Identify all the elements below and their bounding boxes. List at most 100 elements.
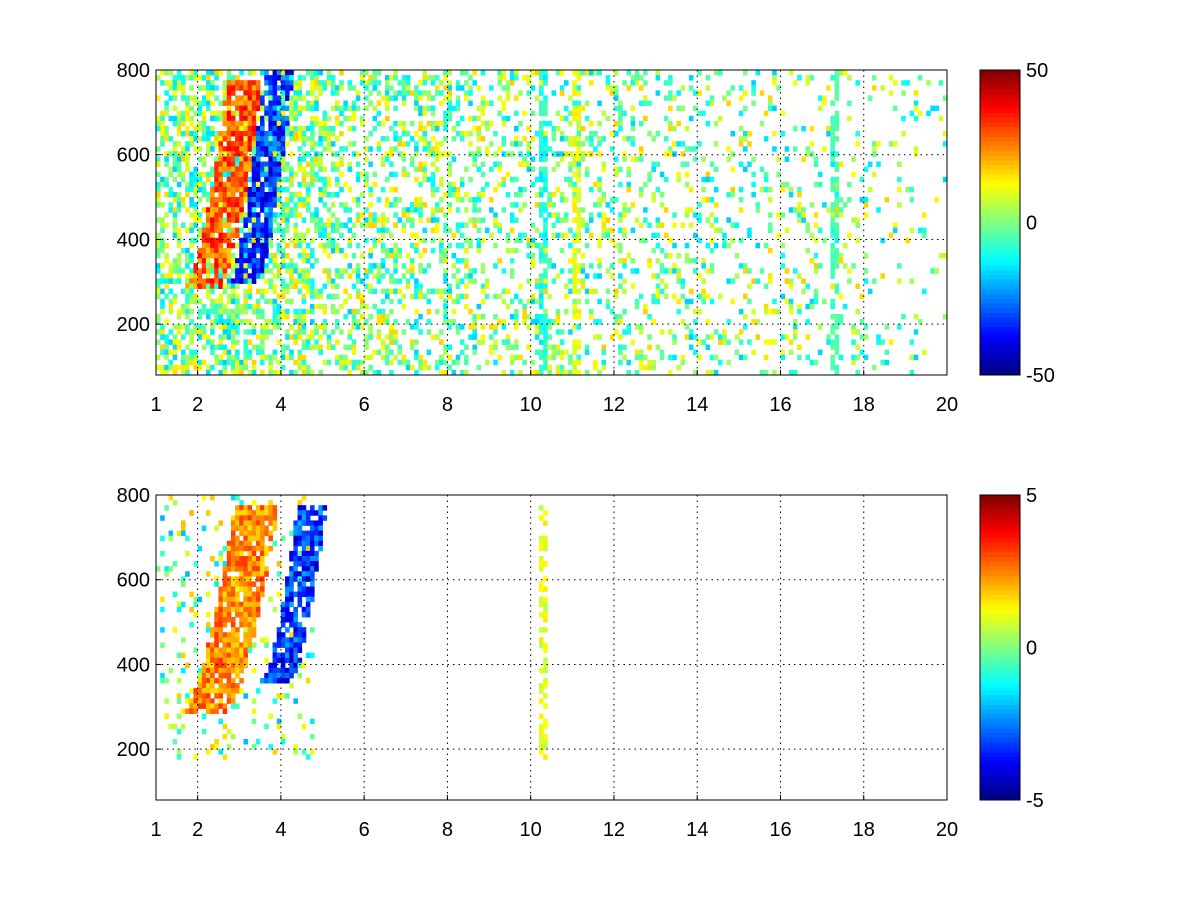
heatmap-cell bbox=[330, 227, 336, 234]
heatmap-cell bbox=[164, 344, 169, 350]
heatmap-cell bbox=[335, 293, 340, 300]
heatmap-cell bbox=[255, 596, 261, 603]
heatmap-cell bbox=[160, 70, 165, 76]
heatmap-cell bbox=[680, 161, 686, 167]
heatmap-cell bbox=[156, 263, 161, 269]
heatmap-cell bbox=[813, 298, 819, 305]
heatmap-cell bbox=[384, 349, 390, 356]
heatmap-cell bbox=[518, 161, 523, 167]
heatmap-cell bbox=[530, 319, 536, 325]
heatmap-cell bbox=[539, 253, 544, 259]
heatmap-cell bbox=[222, 303, 228, 310]
heatmap-cell bbox=[305, 754, 311, 760]
heatmap-cell bbox=[709, 100, 715, 106]
heatmap-cell bbox=[318, 515, 323, 521]
heatmap-cell bbox=[230, 176, 236, 183]
heatmap-cell bbox=[322, 303, 328, 310]
heatmap-cell bbox=[160, 136, 165, 142]
heatmap-cell bbox=[180, 115, 186, 122]
heatmap-cell bbox=[501, 288, 507, 295]
heatmap-cell bbox=[251, 601, 257, 608]
heatmap-cell bbox=[680, 85, 686, 91]
heatmap-cell bbox=[197, 672, 203, 679]
heatmap-cell bbox=[210, 703, 215, 709]
heatmap-cell bbox=[185, 125, 190, 132]
heatmap-cell bbox=[443, 308, 448, 315]
heatmap-cell bbox=[505, 334, 511, 340]
heatmap-cell bbox=[293, 100, 298, 106]
heatmap-cell bbox=[588, 232, 594, 239]
heatmap-cell bbox=[901, 90, 906, 96]
heatmap-cell bbox=[834, 222, 840, 228]
heatmap-cell bbox=[272, 85, 278, 91]
heatmap-cell bbox=[347, 334, 353, 340]
heatmap-cell bbox=[526, 278, 532, 284]
heatmap-cell bbox=[447, 319, 452, 325]
heatmap-cell bbox=[455, 354, 461, 361]
heatmap-cell bbox=[280, 217, 286, 223]
heatmap-cell bbox=[255, 535, 261, 542]
heatmap-cell bbox=[268, 136, 273, 142]
heatmap-cell bbox=[205, 151, 211, 157]
heatmap-cell bbox=[526, 141, 532, 147]
heatmap-cell bbox=[235, 606, 240, 613]
colorbar-step bbox=[980, 255, 1020, 262]
heatmap-cell bbox=[305, 186, 311, 193]
heatmap-cell bbox=[601, 227, 607, 234]
heatmap-cell bbox=[364, 217, 369, 223]
heatmap-cell bbox=[559, 364, 565, 371]
heatmap-cell bbox=[243, 505, 248, 511]
plot-frame bbox=[155, 494, 948, 801]
heatmap-cell bbox=[226, 576, 232, 582]
heatmap-cell bbox=[289, 166, 294, 173]
heatmap-cell bbox=[268, 713, 273, 720]
heatmap-cell bbox=[443, 359, 448, 366]
heatmap-cell bbox=[197, 156, 203, 162]
heatmap-cell bbox=[168, 273, 174, 279]
heatmap-cell bbox=[701, 293, 706, 300]
heatmap-cell bbox=[426, 308, 432, 315]
heatmap-cell bbox=[730, 151, 736, 157]
x-tick-label: 18 bbox=[853, 819, 875, 841]
heatmap-cell bbox=[318, 540, 323, 547]
heatmap-cell bbox=[226, 642, 232, 648]
heatmap-cell bbox=[389, 247, 394, 254]
heatmap-cell bbox=[505, 85, 511, 91]
heatmap-cell bbox=[164, 273, 169, 279]
heatmap-cell bbox=[351, 115, 357, 122]
heatmap-cell bbox=[251, 227, 257, 234]
heatmap-cell bbox=[842, 263, 848, 269]
heatmap-cell bbox=[172, 161, 178, 167]
heatmap-cell bbox=[326, 181, 332, 188]
heatmap-cell bbox=[289, 667, 294, 674]
heatmap-cell bbox=[751, 308, 756, 315]
heatmap-cell bbox=[872, 171, 877, 178]
heatmap-cell bbox=[226, 545, 232, 552]
heatmap-cell bbox=[255, 80, 261, 86]
heatmap-cell bbox=[418, 359, 423, 366]
heatmap-cell bbox=[439, 369, 444, 376]
heatmap-cell bbox=[255, 90, 261, 96]
heatmap-cell bbox=[355, 268, 361, 274]
heatmap-cell bbox=[543, 217, 548, 223]
heatmap-cell bbox=[168, 70, 174, 76]
heatmap-cell bbox=[230, 550, 236, 557]
heatmap-cell bbox=[626, 186, 631, 193]
heatmap-cell bbox=[301, 176, 307, 183]
heatmap-cell bbox=[205, 308, 211, 315]
heatmap-cell bbox=[305, 197, 311, 203]
heatmap-cell bbox=[380, 242, 386, 249]
heatmap-cell bbox=[326, 273, 332, 279]
heatmap-cell bbox=[305, 151, 311, 157]
heatmap-cell bbox=[280, 207, 286, 213]
heatmap-cell bbox=[718, 293, 723, 300]
heatmap-cell bbox=[539, 728, 544, 735]
heatmap-cell bbox=[684, 161, 690, 167]
heatmap-cell bbox=[863, 334, 869, 340]
heatmap-cell bbox=[235, 561, 240, 567]
heatmap-cell bbox=[160, 642, 165, 648]
heatmap-cell bbox=[834, 85, 840, 91]
heatmap-cell bbox=[401, 131, 407, 137]
colorbar-step bbox=[980, 332, 1020, 338]
heatmap-cell bbox=[230, 688, 236, 694]
